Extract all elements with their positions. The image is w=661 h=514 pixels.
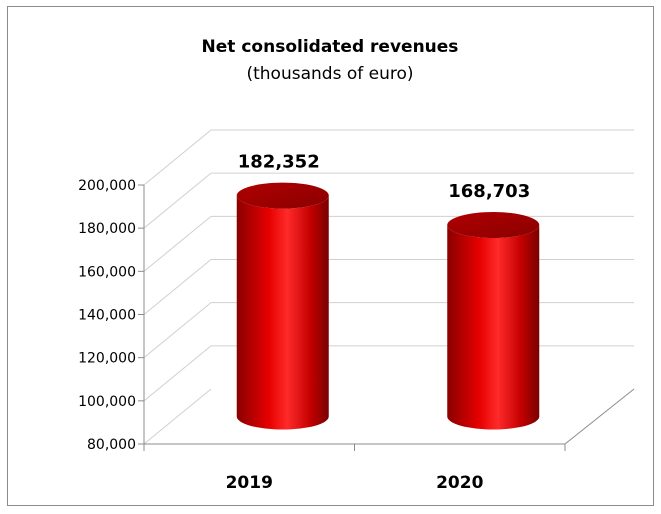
chart-frame (7, 6, 654, 506)
bar-cylinder-top (236, 182, 329, 209)
chart-subtitle: (thousands of euro) (246, 64, 413, 84)
y-tick-label: 140,000 (78, 308, 136, 324)
y-tick-label: 160,000 (78, 264, 136, 280)
x-category-label: 2019 (226, 473, 273, 493)
y-tick-label: 80,000 (87, 437, 136, 453)
data-label: 182,352 (238, 152, 320, 173)
chart-title: Net consolidated revenues (202, 37, 459, 57)
y-tick-label: 200,000 (78, 178, 136, 194)
gridline-side (143, 129, 212, 186)
gridline-side (143, 215, 212, 272)
bar-cylinder-body (447, 225, 540, 430)
y-tick-label: 120,000 (78, 351, 136, 367)
x-category-label: 2020 (436, 473, 483, 493)
gridline-side (143, 388, 212, 445)
gridline-side (143, 345, 212, 402)
y-tick-label: 100,000 (78, 394, 136, 410)
gridline-side (143, 259, 212, 315)
gridline-side (143, 172, 212, 229)
y-tick-label: 180,000 (78, 221, 136, 237)
floor-edge (564, 388, 635, 445)
bar-cylinder-top (447, 212, 540, 239)
gridline-side (143, 302, 212, 359)
bar-cylinder-body (236, 195, 329, 430)
data-label: 168,703 (448, 181, 530, 202)
